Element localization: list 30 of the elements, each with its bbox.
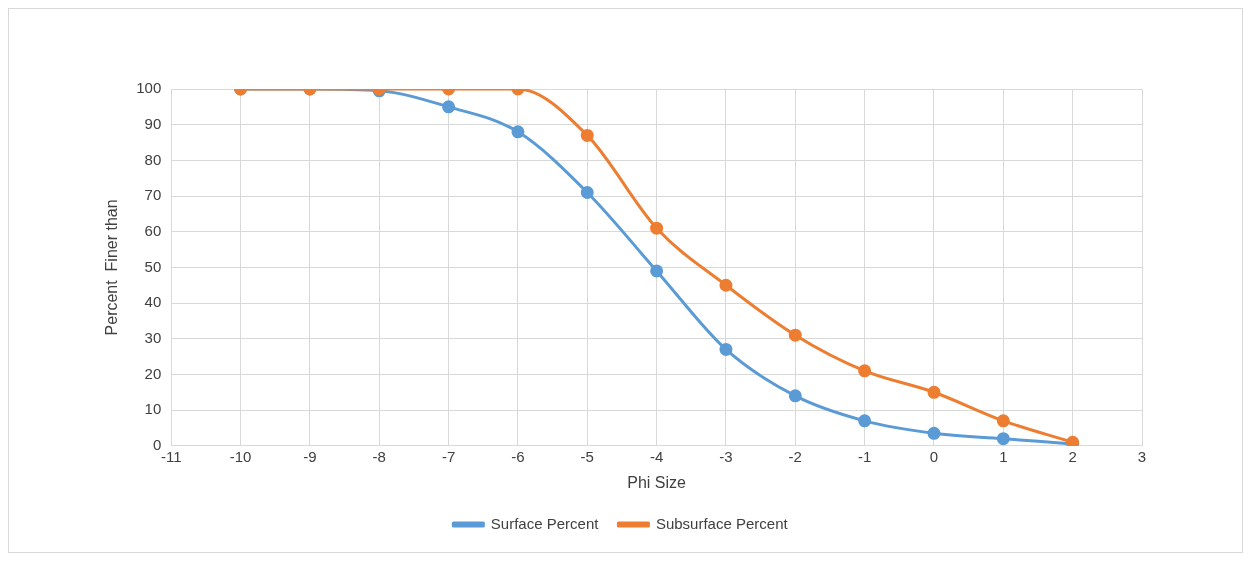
x-tick-label: 1 [999,447,1008,465]
x-tick-label: -9 [303,447,317,465]
x-tick-label: -6 [511,447,525,465]
y-tick-label: 20 [144,364,162,382]
y-axis-title: Percent Finer than [103,199,121,336]
y-tick-label: 90 [144,114,162,132]
y-tick-label: 50 [144,257,162,275]
y-tick-label: 100 [136,79,162,97]
y-tick-label: 30 [144,328,162,346]
x-tick-label: 0 [929,447,939,465]
x-tick-label: -7 [441,447,456,465]
legend-label: Surface Percent [490,514,600,532]
y-tick-label: 60 [144,221,162,239]
x-tick-label: -3 [719,447,733,465]
x-tick-label: -11 [160,447,182,465]
x-tick-label: 3 [1137,447,1147,465]
x-tick-label: 2 [1068,447,1077,465]
x-tick-label: -1 [857,447,872,465]
x-tick-label: -2 [788,447,802,465]
x-tick-label: -5 [580,447,594,465]
x-tick-label: -4 [649,447,664,465]
legend-label: Subsurface Percent [655,514,789,532]
y-tick-label: 80 [144,150,162,168]
y-tick-label: 70 [144,186,162,204]
y-tick-label: 0 [152,435,162,453]
x-tick-label: -10 [229,447,252,465]
x-axis-title: Phi Size [627,473,687,491]
x-tick-label: -8 [372,447,386,465]
y-tick-label: 40 [144,293,162,311]
y-tick-label: 10 [144,400,162,418]
